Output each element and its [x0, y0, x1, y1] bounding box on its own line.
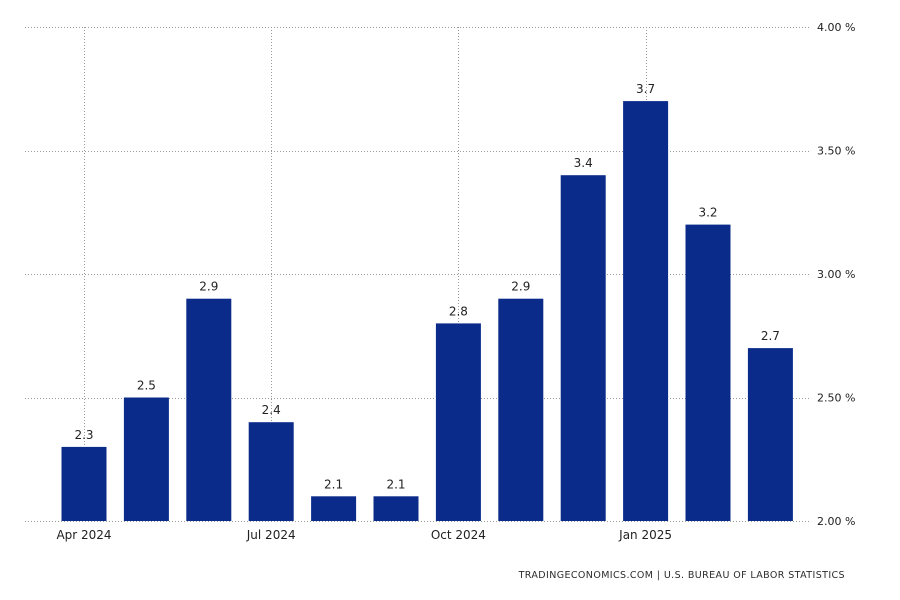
data-label: 2.4	[262, 403, 281, 417]
y-tick-label: 2.00 %	[817, 515, 855, 528]
data-label: 2.7	[761, 329, 780, 343]
data-label: 2.3	[74, 428, 93, 442]
y-tick-label: 4.00 %	[817, 21, 855, 34]
bar	[123, 397, 169, 521]
bar	[61, 446, 107, 521]
data-label: 2.9	[199, 280, 218, 294]
x-tick-label: Apr 2024	[56, 528, 111, 542]
y-tick-label: 3.00 %	[817, 268, 855, 281]
bar	[248, 422, 294, 521]
bar	[186, 298, 232, 521]
bar	[623, 101, 669, 521]
y-tick-label: 2.50 %	[817, 392, 855, 405]
data-label: 2.8	[449, 304, 468, 318]
data-label: 3.7	[636, 82, 655, 96]
data-label: 2.9	[511, 280, 530, 294]
x-tick-label: Jul 2024	[246, 528, 296, 542]
data-label: 2.1	[386, 477, 405, 491]
x-axis-ticks: Apr 2024 Jul 2024 Oct 2024 Jan 2025	[56, 528, 672, 542]
bar	[685, 224, 731, 521]
bar	[560, 175, 606, 521]
x-tick-label: Jan 2025	[618, 528, 672, 542]
y-axis-ticks: 2.00 % 2.50 % 3.00 % 3.50 % 4.00 %	[817, 21, 855, 528]
data-label: 2.1	[324, 477, 343, 491]
bar	[435, 323, 481, 521]
source-attribution: TRADINGECONOMICS.COM | U.S. BUREAU OF LA…	[518, 570, 845, 581]
data-label: 3.2	[698, 206, 717, 220]
x-tick-label: Oct 2024	[431, 528, 486, 542]
data-label: 3.4	[574, 156, 593, 170]
data-label: 2.5	[137, 379, 156, 393]
data-labels: 2.3 2.5 2.9 2.4 2.1 2.1 2.8 2.9 3.4 3.7 3.2 2.7	[74, 82, 779, 491]
bars	[61, 101, 793, 521]
bar	[747, 348, 793, 521]
bar	[498, 298, 544, 521]
bar	[373, 496, 419, 521]
y-tick-label: 3.50 %	[817, 145, 855, 158]
bar	[311, 496, 357, 521]
